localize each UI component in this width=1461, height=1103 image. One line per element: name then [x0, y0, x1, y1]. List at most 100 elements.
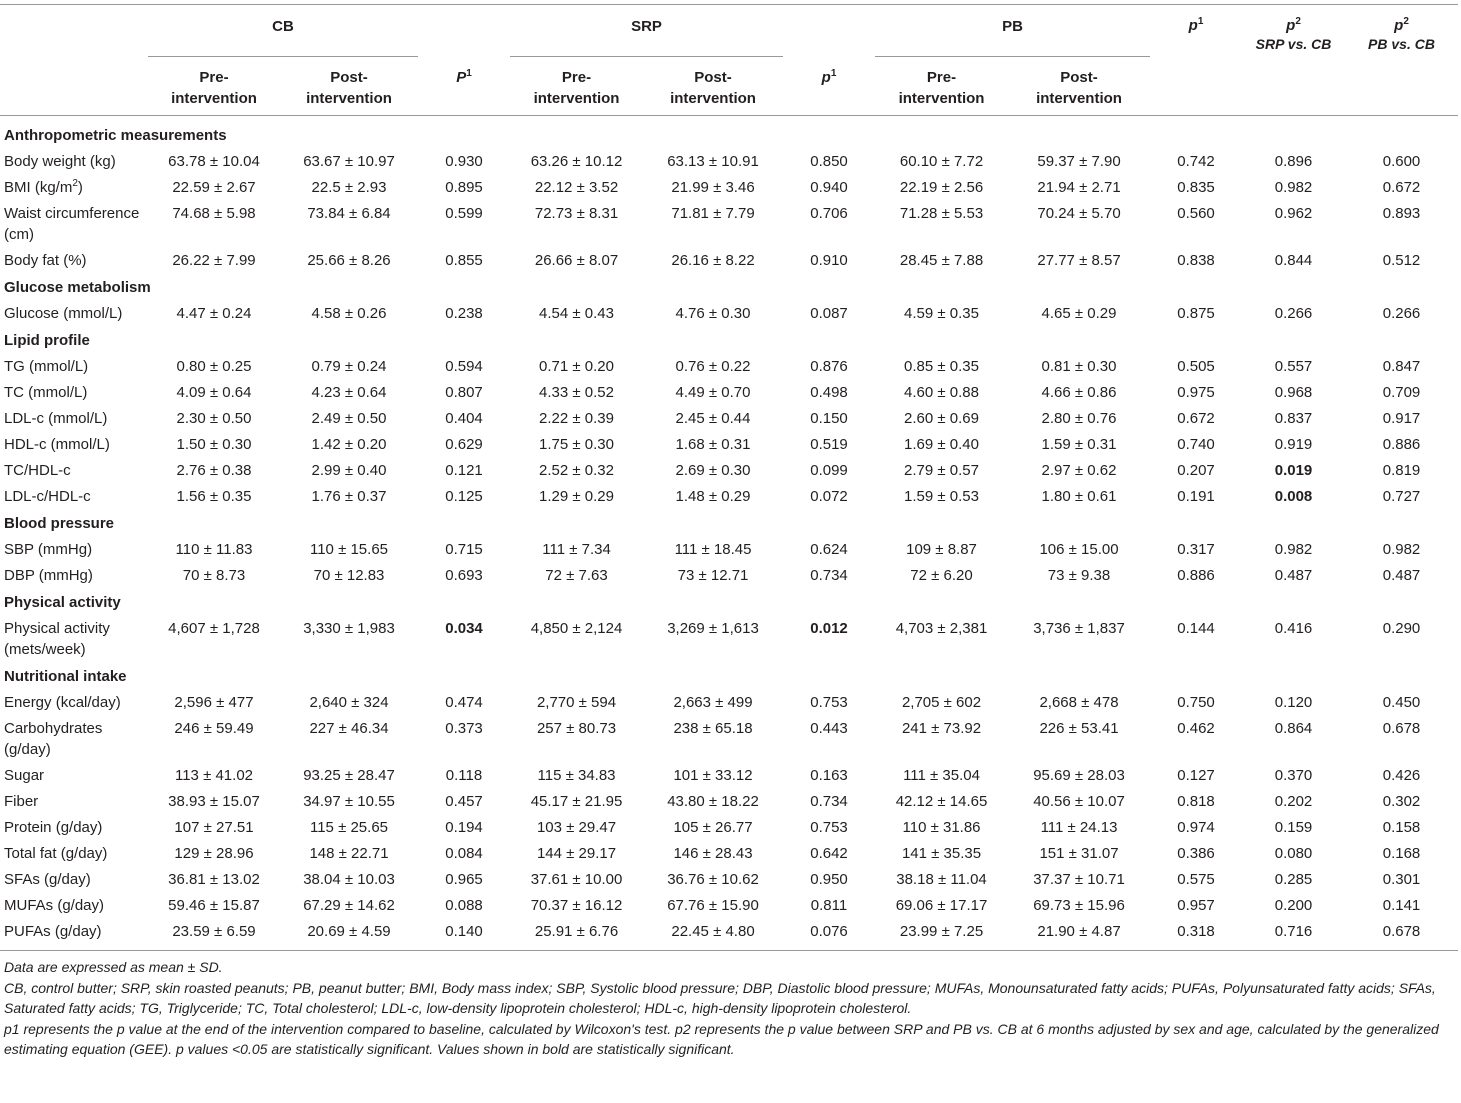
- cell: 0.512: [1382, 252, 1421, 269]
- cell: 0.302: [1382, 793, 1421, 810]
- cell: 74.68 ± 5.98: [172, 205, 256, 222]
- table-body: Anthropometric measurements Body weight (…: [0, 116, 1459, 951]
- cell: 4.33 ± 0.52: [539, 384, 614, 401]
- cell: 4.76 ± 0.30: [675, 305, 751, 322]
- cell: 0.750: [1177, 694, 1215, 711]
- cell: 111 ± 7.34: [542, 541, 611, 558]
- cell: 109 ± 8.87: [906, 541, 977, 558]
- cell: 67.76 ± 15.90: [667, 897, 759, 914]
- data-row: LDL-c/HDL-c 1.56 ± 0.35 1.76 ± 0.37 0.125 1.…: [0, 484, 1458, 510]
- cell: 0.087: [810, 305, 848, 322]
- label-text: LDL-c (mmol/L): [4, 410, 108, 427]
- cell: 1.59 ± 0.53: [904, 488, 979, 505]
- section-title: Nutritional intake: [4, 668, 127, 685]
- cell: 0.386: [1177, 845, 1215, 862]
- row-label: PUFAs (g/day): [0, 919, 148, 951]
- cell: 28.45 ± 7.88: [899, 252, 984, 269]
- cell: 1.50 ± 0.30: [176, 436, 252, 453]
- cell: 26.66 ± 8.07: [534, 252, 619, 269]
- group-header: SRP: [510, 4, 784, 57]
- cell: 1.56 ± 0.35: [176, 488, 252, 505]
- cell: 0.838: [1177, 252, 1215, 269]
- cell: 20.69 ± 4.59: [280, 919, 419, 951]
- label-text: MUFAs (g/day): [4, 897, 105, 914]
- cell: 0.850: [810, 153, 848, 170]
- cell: 0.202: [1274, 793, 1313, 810]
- cell: 0.144: [1177, 620, 1215, 637]
- cell: 2.97 ± 0.62: [1041, 462, 1117, 479]
- superscript: 1: [466, 67, 472, 79]
- cell: 0.982: [1382, 541, 1421, 558]
- data-row: TC (mmol/L) 4.09 ± 0.64 4.23 ± 0.64 0.807 4.…: [0, 380, 1458, 406]
- cell: 0.140: [418, 919, 511, 951]
- cell: 27.77 ± 8.57: [1037, 252, 1121, 269]
- label-text: SBP (mmHg): [4, 541, 93, 558]
- data-row: Protein (g/day) 107 ± 27.51 115 ± 25.65 0.1…: [0, 815, 1458, 841]
- cell: 45.17 ± 21.95: [530, 793, 623, 810]
- data-row: TG (mmol/L) 0.80 ± 0.25 0.79 ± 0.24 0.594 0.…: [0, 354, 1458, 380]
- cell: 0.965: [445, 871, 483, 888]
- cell: 60.10 ± 7.72: [899, 153, 984, 170]
- cell: 1.75 ± 0.30: [539, 436, 614, 453]
- section-row: Physical activity: [0, 589, 1458, 616]
- cell: 0.727: [1382, 488, 1421, 505]
- cell: 2,596 ± 477: [174, 694, 254, 711]
- cell: 23.59 ± 6.59: [148, 919, 280, 951]
- cell: 69.73 ± 15.96: [1033, 897, 1125, 914]
- cell: 0.982: [1274, 179, 1313, 196]
- cell: 0.285: [1274, 871, 1313, 888]
- column-header: p2 SRP vs. CB: [1242, 4, 1346, 116]
- cell: 0.404: [445, 410, 483, 427]
- cell: 0.168: [1382, 845, 1421, 862]
- cell: 0.740: [1177, 436, 1215, 453]
- cell: 111 ± 35.04: [903, 767, 980, 784]
- cell: 0.79 ± 0.24: [311, 358, 387, 375]
- cell: 71.81 ± 7.79: [671, 205, 755, 222]
- cell: 3,269 ± 1,613: [667, 620, 759, 637]
- cell: 0.950: [810, 871, 848, 888]
- p-symbol: p: [1286, 17, 1296, 34]
- cell: 4.09 ± 0.64: [176, 384, 252, 401]
- cell: 2.45 ± 0.44: [675, 410, 751, 427]
- cell: 0.811: [810, 897, 848, 914]
- cell: 101 ± 33.12: [673, 767, 753, 784]
- cell: 0.80 ± 0.25: [176, 358, 252, 375]
- cell: 0.088: [445, 897, 483, 914]
- cell: 0.734: [810, 793, 848, 810]
- cell: 0.957: [1177, 897, 1215, 914]
- footnote: Data are expressed as mean ± SD.: [4, 959, 223, 975]
- row-label: Energy (kcal/day): [0, 690, 148, 716]
- cell: 0.127: [1177, 767, 1215, 784]
- row-label: LDL-c/HDL-c: [0, 484, 148, 510]
- cell: 0.159: [1274, 819, 1313, 836]
- row-label: TC/HDL-c: [0, 458, 148, 484]
- cell: 0.837: [1274, 410, 1313, 427]
- cell: 22.59 ± 2.67: [172, 179, 256, 196]
- data-row: Fiber 38.93 ± 15.07 34.97 ± 10.55 0.457 45.1…: [0, 789, 1458, 815]
- cell: 0.099: [810, 462, 848, 479]
- cell: 73 ± 9.38: [1047, 567, 1111, 584]
- cell: 0.875: [1177, 305, 1215, 322]
- cell: 0.678: [1382, 720, 1421, 737]
- cell: 0.158: [1382, 819, 1421, 836]
- cell: 107 ± 27.51: [174, 819, 254, 836]
- cell: 0.141: [1382, 897, 1421, 914]
- cell: 0.85 ± 0.35: [904, 358, 979, 375]
- cell: 0.084: [445, 845, 483, 862]
- cell: 0.629: [445, 436, 483, 453]
- cell: 0.238: [445, 305, 483, 322]
- label-text: Physical activity (mets/week): [4, 620, 110, 658]
- cell: 0.450: [1382, 694, 1421, 711]
- cell: 0.940: [810, 179, 848, 196]
- row-label: SBP (mmHg): [0, 537, 148, 563]
- row-label: MUFAs (g/day): [0, 893, 148, 919]
- row-label: DBP (mmHg): [0, 563, 148, 589]
- row-label: TG (mmol/L): [0, 354, 148, 380]
- cell: 93.25 ± 28.47: [303, 767, 395, 784]
- cell: 2.30 ± 0.50: [176, 410, 252, 427]
- cell: 0.917: [1382, 410, 1421, 427]
- cell: 1.76 ± 0.37: [311, 488, 387, 505]
- p-symbol: p: [821, 68, 831, 86]
- label-text: Sugar: [4, 767, 45, 784]
- superscript: 2: [1295, 16, 1301, 27]
